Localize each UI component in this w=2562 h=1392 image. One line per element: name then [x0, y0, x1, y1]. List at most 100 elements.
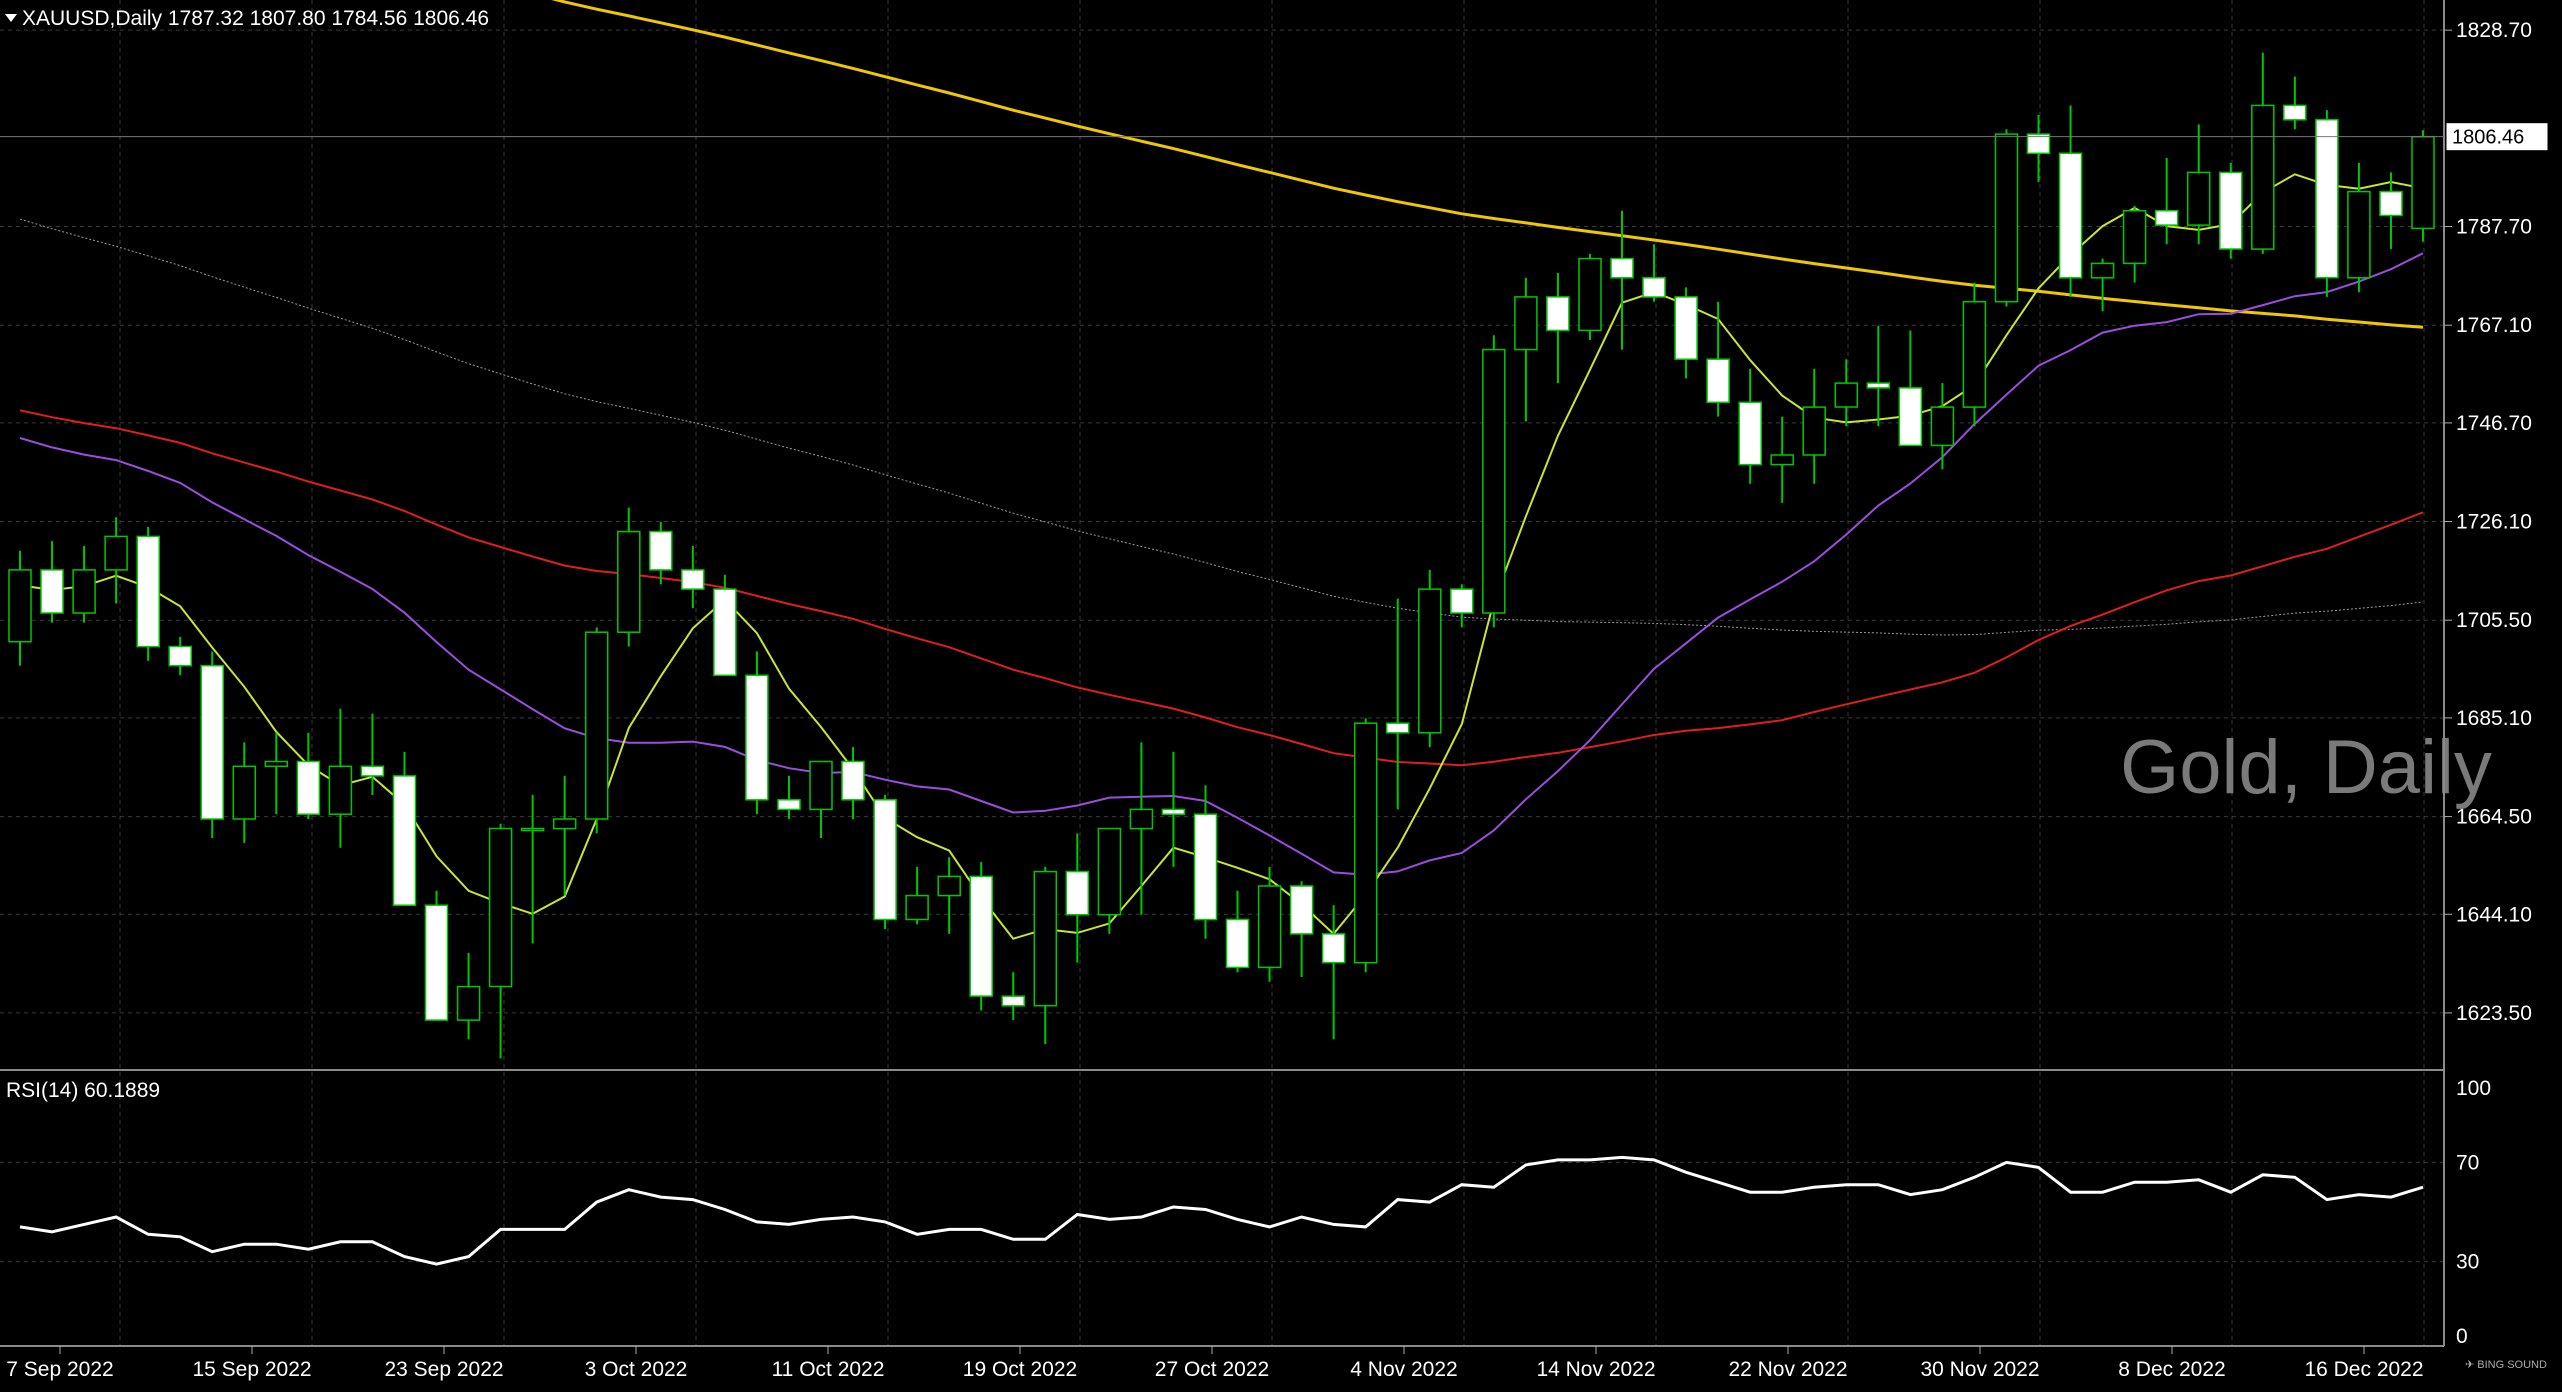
candle[interactable] — [360, 765, 385, 777]
candle[interactable] — [1385, 722, 1410, 734]
candle[interactable] — [104, 535, 128, 571]
candle[interactable] — [2154, 209, 2179, 226]
candle[interactable] — [1834, 382, 1859, 408]
price-axis[interactable]: 1828.70 1787.70 1767.10 1746.70 1726.10 1705.… — [2444, 19, 2532, 1025]
candle[interactable] — [2090, 262, 2115, 279]
ma-20-line — [19, 252, 2424, 876]
rsi-level-label: 100 — [2456, 1077, 2491, 1100]
candle[interactable] — [2026, 133, 2051, 155]
candle[interactable] — [2251, 104, 2275, 250]
candle[interactable] — [745, 674, 769, 801]
candle[interactable] — [264, 760, 289, 768]
candle[interactable] — [1706, 358, 1730, 404]
moving-averages — [19, 0, 2424, 940]
candle[interactable] — [1321, 933, 1346, 964]
candle[interactable] — [1353, 722, 1378, 964]
rsi-line — [19, 1155, 2424, 1266]
time-tick-label: 7 Sep 2022 — [6, 1358, 113, 1381]
candle[interactable] — [40, 569, 64, 614]
candle[interactable] — [456, 985, 481, 1021]
candle[interactable] — [1097, 827, 1122, 916]
candle[interactable] — [905, 894, 929, 921]
candle[interactable] — [520, 827, 545, 832]
candle[interactable] — [873, 799, 897, 921]
candle[interactable] — [1738, 401, 1762, 466]
candle[interactable] — [1257, 885, 1282, 969]
rsi-level-label: 0 — [2456, 1325, 2468, 1348]
candle[interactable] — [1482, 348, 1506, 614]
ma-5-line — [19, 173, 2424, 940]
candle[interactable] — [1289, 885, 1314, 935]
candle[interactable] — [296, 760, 321, 815]
candle[interactable] — [136, 535, 160, 648]
candle[interactable] — [328, 765, 353, 815]
time-tick-label: 30 Nov 2022 — [1920, 1358, 2039, 1381]
candle[interactable] — [1578, 257, 1602, 332]
price-tick-label: 1685.10 — [2456, 707, 2532, 730]
symbol-menu-triangle-icon[interactable] — [5, 14, 17, 22]
candle[interactable] — [1514, 296, 1538, 351]
candle[interactable] — [649, 530, 673, 571]
candle[interactable] — [2186, 171, 2211, 226]
candle[interactable] — [424, 904, 449, 1021]
candle[interactable] — [8, 569, 32, 643]
candle[interactable] — [1033, 870, 1058, 1007]
candle[interactable] — [1866, 382, 1891, 389]
candle[interactable] — [2347, 190, 2371, 279]
candle[interactable] — [168, 645, 192, 667]
candle[interactable] — [392, 775, 417, 906]
symbol-info: XAUUSD,Daily 1787.32 1807.80 1784.56 180… — [22, 7, 489, 30]
candle[interactable] — [1802, 406, 1826, 456]
candle[interactable] — [617, 530, 641, 633]
time-axis[interactable]: 7 Sep 2022 15 Sep 2022 23 Sep 2022 3 Oct 20… — [6, 1346, 2424, 1381]
price-tick-label: 1705.50 — [2456, 609, 2532, 632]
candle[interactable] — [841, 760, 865, 801]
candle[interactable] — [1450, 588, 1474, 614]
candle[interactable] — [232, 765, 257, 820]
candle[interactable] — [1065, 870, 1090, 916]
candle[interactable] — [1610, 257, 1634, 279]
candle[interactable] — [584, 631, 609, 820]
candle[interactable] — [969, 875, 993, 997]
candle[interactable] — [2411, 135, 2435, 230]
candle[interactable] — [1546, 296, 1570, 332]
rsi-level-label: 30 — [2456, 1251, 2479, 1274]
candle[interactable] — [777, 799, 801, 811]
candle[interactable] — [2122, 209, 2147, 265]
price-tick-label: 1828.70 — [2456, 19, 2532, 42]
candle[interactable] — [1418, 588, 1442, 734]
candle[interactable] — [937, 875, 961, 897]
candlesticks[interactable] — [8, 52, 2435, 1059]
candle[interactable] — [1898, 387, 1923, 447]
candle[interactable] — [1225, 918, 1250, 969]
candle[interactable] — [713, 588, 737, 677]
chart-watermark: Gold, Daily — [2120, 725, 2492, 810]
candle[interactable] — [681, 569, 705, 590]
candle[interactable] — [1193, 813, 1218, 921]
candle[interactable] — [488, 827, 513, 988]
candle[interactable] — [1161, 808, 1186, 815]
price-tick-label: 1644.10 — [2456, 903, 2532, 926]
candle[interactable] — [2058, 152, 2083, 279]
time-tick-label: 3 Oct 2022 — [585, 1358, 688, 1381]
candle[interactable] — [2219, 171, 2243, 250]
candle[interactable] — [1001, 995, 1025, 1007]
candle[interactable] — [1642, 277, 1666, 298]
candle[interactable] — [2315, 118, 2339, 279]
candle[interactable] — [809, 760, 833, 811]
candle[interactable] — [1770, 454, 1794, 466]
candle[interactable] — [552, 818, 577, 830]
candle[interactable] — [1129, 808, 1154, 830]
candle[interactable] — [72, 569, 96, 614]
time-tick-label: 8 Dec 2022 — [2118, 1358, 2225, 1381]
candle[interactable] — [2379, 190, 2403, 217]
candle[interactable] — [1930, 406, 1955, 447]
rsi-label: RSI(14) 60.1889 — [6, 1079, 160, 1102]
candle[interactable] — [1994, 133, 2019, 303]
candle[interactable] — [200, 664, 224, 820]
candle[interactable] — [1962, 300, 1987, 408]
candle[interactable] — [1674, 296, 1698, 360]
candle[interactable] — [2283, 104, 2307, 121]
